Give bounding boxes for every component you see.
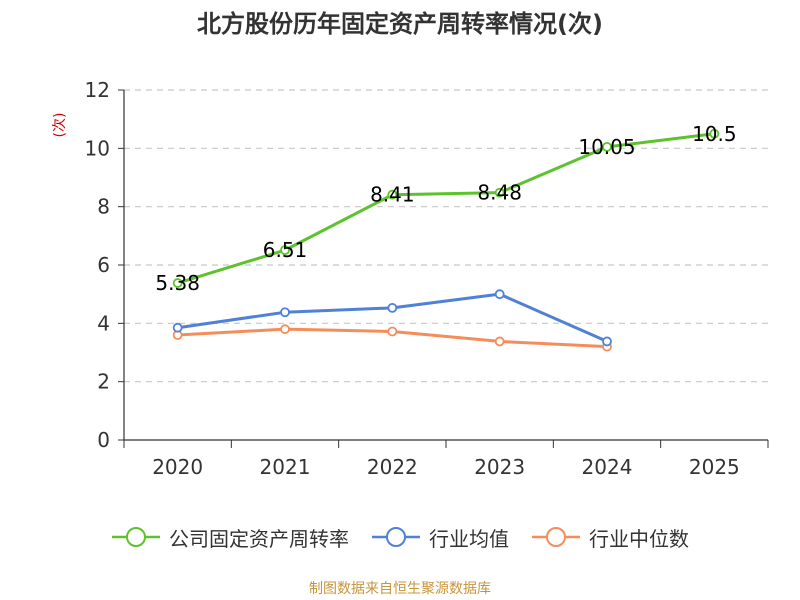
data-label: 10.5 bbox=[692, 122, 737, 146]
y-tick-label: 0 bbox=[97, 428, 110, 452]
legend-label: 行业中位数 bbox=[589, 526, 689, 551]
data-labels: 5.38 6.51 8.41 8.48 10.05 10.5 bbox=[155, 122, 736, 295]
x-tick-label: 2023 bbox=[474, 455, 525, 479]
x-tick-label: 2022 bbox=[367, 455, 418, 479]
x-tick-label: 2024 bbox=[582, 455, 633, 479]
y-tick-label: 6 bbox=[97, 253, 110, 277]
x-tick-label: 2021 bbox=[260, 455, 311, 479]
x-tick-label: 2020 bbox=[152, 455, 203, 479]
legend-item[interactable]: 行业中位数 bbox=[531, 523, 689, 552]
data-label: 5.38 bbox=[155, 271, 200, 295]
legend-item[interactable]: 公司固定资产周转率 bbox=[111, 523, 349, 552]
data-point bbox=[494, 187, 505, 198]
legend-marker-icon bbox=[532, 527, 580, 547]
data-point bbox=[709, 128, 720, 139]
chart-title: 北方股份历年固定资产周转率情况(次) bbox=[197, 10, 603, 38]
y-tick-label: 10 bbox=[85, 136, 110, 160]
data-point bbox=[172, 278, 183, 288]
data-point bbox=[494, 336, 505, 347]
axes: 0 2 4 6 8 10 12 2020 2021 2022 2023 2024 2025 bbox=[85, 78, 769, 479]
data-point bbox=[602, 336, 612, 347]
y-axis-label: (次) bbox=[52, 113, 68, 138]
grid-lines bbox=[124, 89, 768, 383]
data-label: 8.41 bbox=[370, 183, 415, 207]
data-point bbox=[387, 326, 398, 337]
data-point bbox=[172, 322, 183, 333]
data-point bbox=[494, 289, 505, 300]
data-point bbox=[280, 245, 290, 256]
legend-marker-icon bbox=[372, 527, 420, 547]
data-point bbox=[280, 324, 290, 335]
legend-label: 公司固定资产周转率 bbox=[169, 526, 349, 551]
y-tick-label: 12 bbox=[85, 78, 110, 102]
legend-marker-icon bbox=[112, 527, 160, 547]
series-layer bbox=[172, 128, 720, 352]
data-point bbox=[387, 302, 398, 313]
data-label: 6.51 bbox=[263, 238, 308, 262]
y-tick-label: 8 bbox=[97, 195, 110, 219]
data-point bbox=[602, 141, 612, 152]
series-line bbox=[177, 132, 715, 285]
legend: 公司固定资产周转率 行业均值 行业中位数 bbox=[0, 520, 800, 554]
data-label: 10.05 bbox=[578, 135, 635, 159]
source-note: 制图数据来自恒生聚源数据库 bbox=[309, 581, 491, 597]
y-tick-label: 4 bbox=[97, 311, 110, 335]
x-tick-label: 2025 bbox=[689, 455, 740, 479]
y-tick-label: 2 bbox=[97, 370, 110, 394]
data-point bbox=[280, 307, 290, 318]
legend-label: 行业均值 bbox=[429, 526, 509, 551]
legend-item[interactable]: 行业均值 bbox=[371, 523, 509, 552]
data-point bbox=[387, 189, 398, 200]
data-label: 8.48 bbox=[477, 181, 522, 205]
